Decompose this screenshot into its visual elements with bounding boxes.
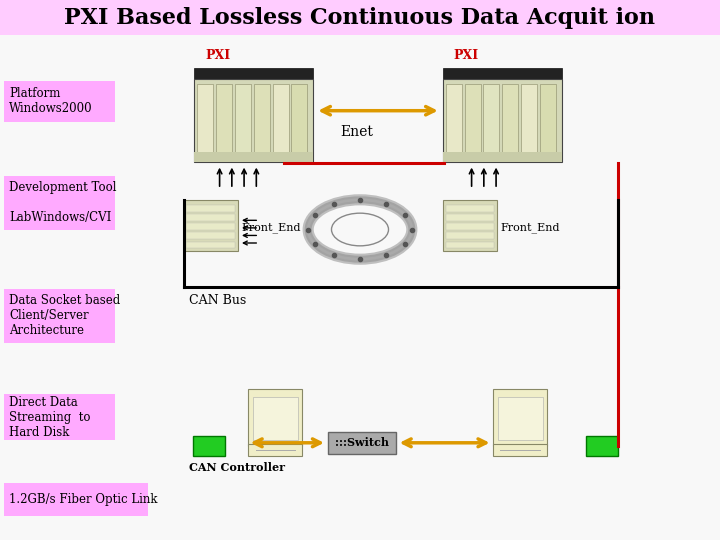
FancyBboxPatch shape xyxy=(446,205,494,212)
Text: Data Socket based
Client/Server
Architecture: Data Socket based Client/Server Architec… xyxy=(9,294,121,338)
FancyBboxPatch shape xyxy=(493,389,547,446)
Text: :::Switch: :::Switch xyxy=(335,437,389,448)
FancyBboxPatch shape xyxy=(273,84,289,158)
Text: CAN Controller: CAN Controller xyxy=(189,462,284,472)
FancyBboxPatch shape xyxy=(446,241,494,248)
FancyBboxPatch shape xyxy=(586,436,618,456)
Text: Platform
Windows2000: Platform Windows2000 xyxy=(9,87,93,115)
FancyBboxPatch shape xyxy=(446,214,494,221)
FancyBboxPatch shape xyxy=(493,444,547,456)
FancyBboxPatch shape xyxy=(4,394,115,440)
Text: Enet: Enet xyxy=(340,125,373,139)
Text: PXI Based Lossless Continuous Data Acquit ion: PXI Based Lossless Continuous Data Acqui… xyxy=(65,6,655,29)
FancyBboxPatch shape xyxy=(443,200,497,251)
Text: CAN Bus: CAN Bus xyxy=(189,294,246,307)
Text: 1.2GB/s Fiber Optic Link: 1.2GB/s Fiber Optic Link xyxy=(9,493,158,506)
FancyBboxPatch shape xyxy=(186,232,235,239)
FancyBboxPatch shape xyxy=(194,152,313,162)
FancyBboxPatch shape xyxy=(186,223,235,230)
FancyBboxPatch shape xyxy=(248,444,302,456)
Text: Development Tool

LabWindows/CVI: Development Tool LabWindows/CVI xyxy=(9,181,117,224)
Text: PXI: PXI xyxy=(205,49,230,62)
FancyBboxPatch shape xyxy=(443,79,562,162)
Text: Direct Data
Streaming  to
Hard Disk: Direct Data Streaming to Hard Disk xyxy=(9,396,91,438)
FancyBboxPatch shape xyxy=(0,0,720,35)
FancyBboxPatch shape xyxy=(443,68,562,79)
FancyBboxPatch shape xyxy=(4,289,115,343)
FancyBboxPatch shape xyxy=(186,205,235,212)
FancyBboxPatch shape xyxy=(4,483,148,516)
FancyBboxPatch shape xyxy=(248,389,302,446)
Text: Front_End: Front_End xyxy=(500,222,560,233)
FancyBboxPatch shape xyxy=(194,68,313,79)
FancyBboxPatch shape xyxy=(194,79,313,162)
FancyBboxPatch shape xyxy=(503,84,518,158)
FancyBboxPatch shape xyxy=(498,397,543,440)
FancyBboxPatch shape xyxy=(216,84,232,158)
FancyBboxPatch shape xyxy=(4,81,115,122)
FancyBboxPatch shape xyxy=(186,241,235,248)
FancyBboxPatch shape xyxy=(186,214,235,221)
FancyBboxPatch shape xyxy=(4,176,115,230)
FancyBboxPatch shape xyxy=(443,152,562,162)
FancyBboxPatch shape xyxy=(464,84,480,158)
FancyBboxPatch shape xyxy=(483,84,500,158)
FancyBboxPatch shape xyxy=(521,84,537,158)
FancyBboxPatch shape xyxy=(254,84,270,158)
FancyBboxPatch shape xyxy=(197,84,213,158)
Text: PXI: PXI xyxy=(454,49,479,62)
FancyBboxPatch shape xyxy=(193,436,225,456)
FancyBboxPatch shape xyxy=(446,232,494,239)
FancyBboxPatch shape xyxy=(446,84,462,158)
FancyBboxPatch shape xyxy=(446,223,494,230)
FancyBboxPatch shape xyxy=(328,432,396,454)
FancyBboxPatch shape xyxy=(184,200,238,251)
FancyBboxPatch shape xyxy=(235,84,251,158)
FancyBboxPatch shape xyxy=(292,84,307,158)
Text: Front_End: Front_End xyxy=(241,222,301,233)
FancyBboxPatch shape xyxy=(253,397,298,440)
Ellipse shape xyxy=(331,213,389,246)
FancyBboxPatch shape xyxy=(540,84,556,158)
